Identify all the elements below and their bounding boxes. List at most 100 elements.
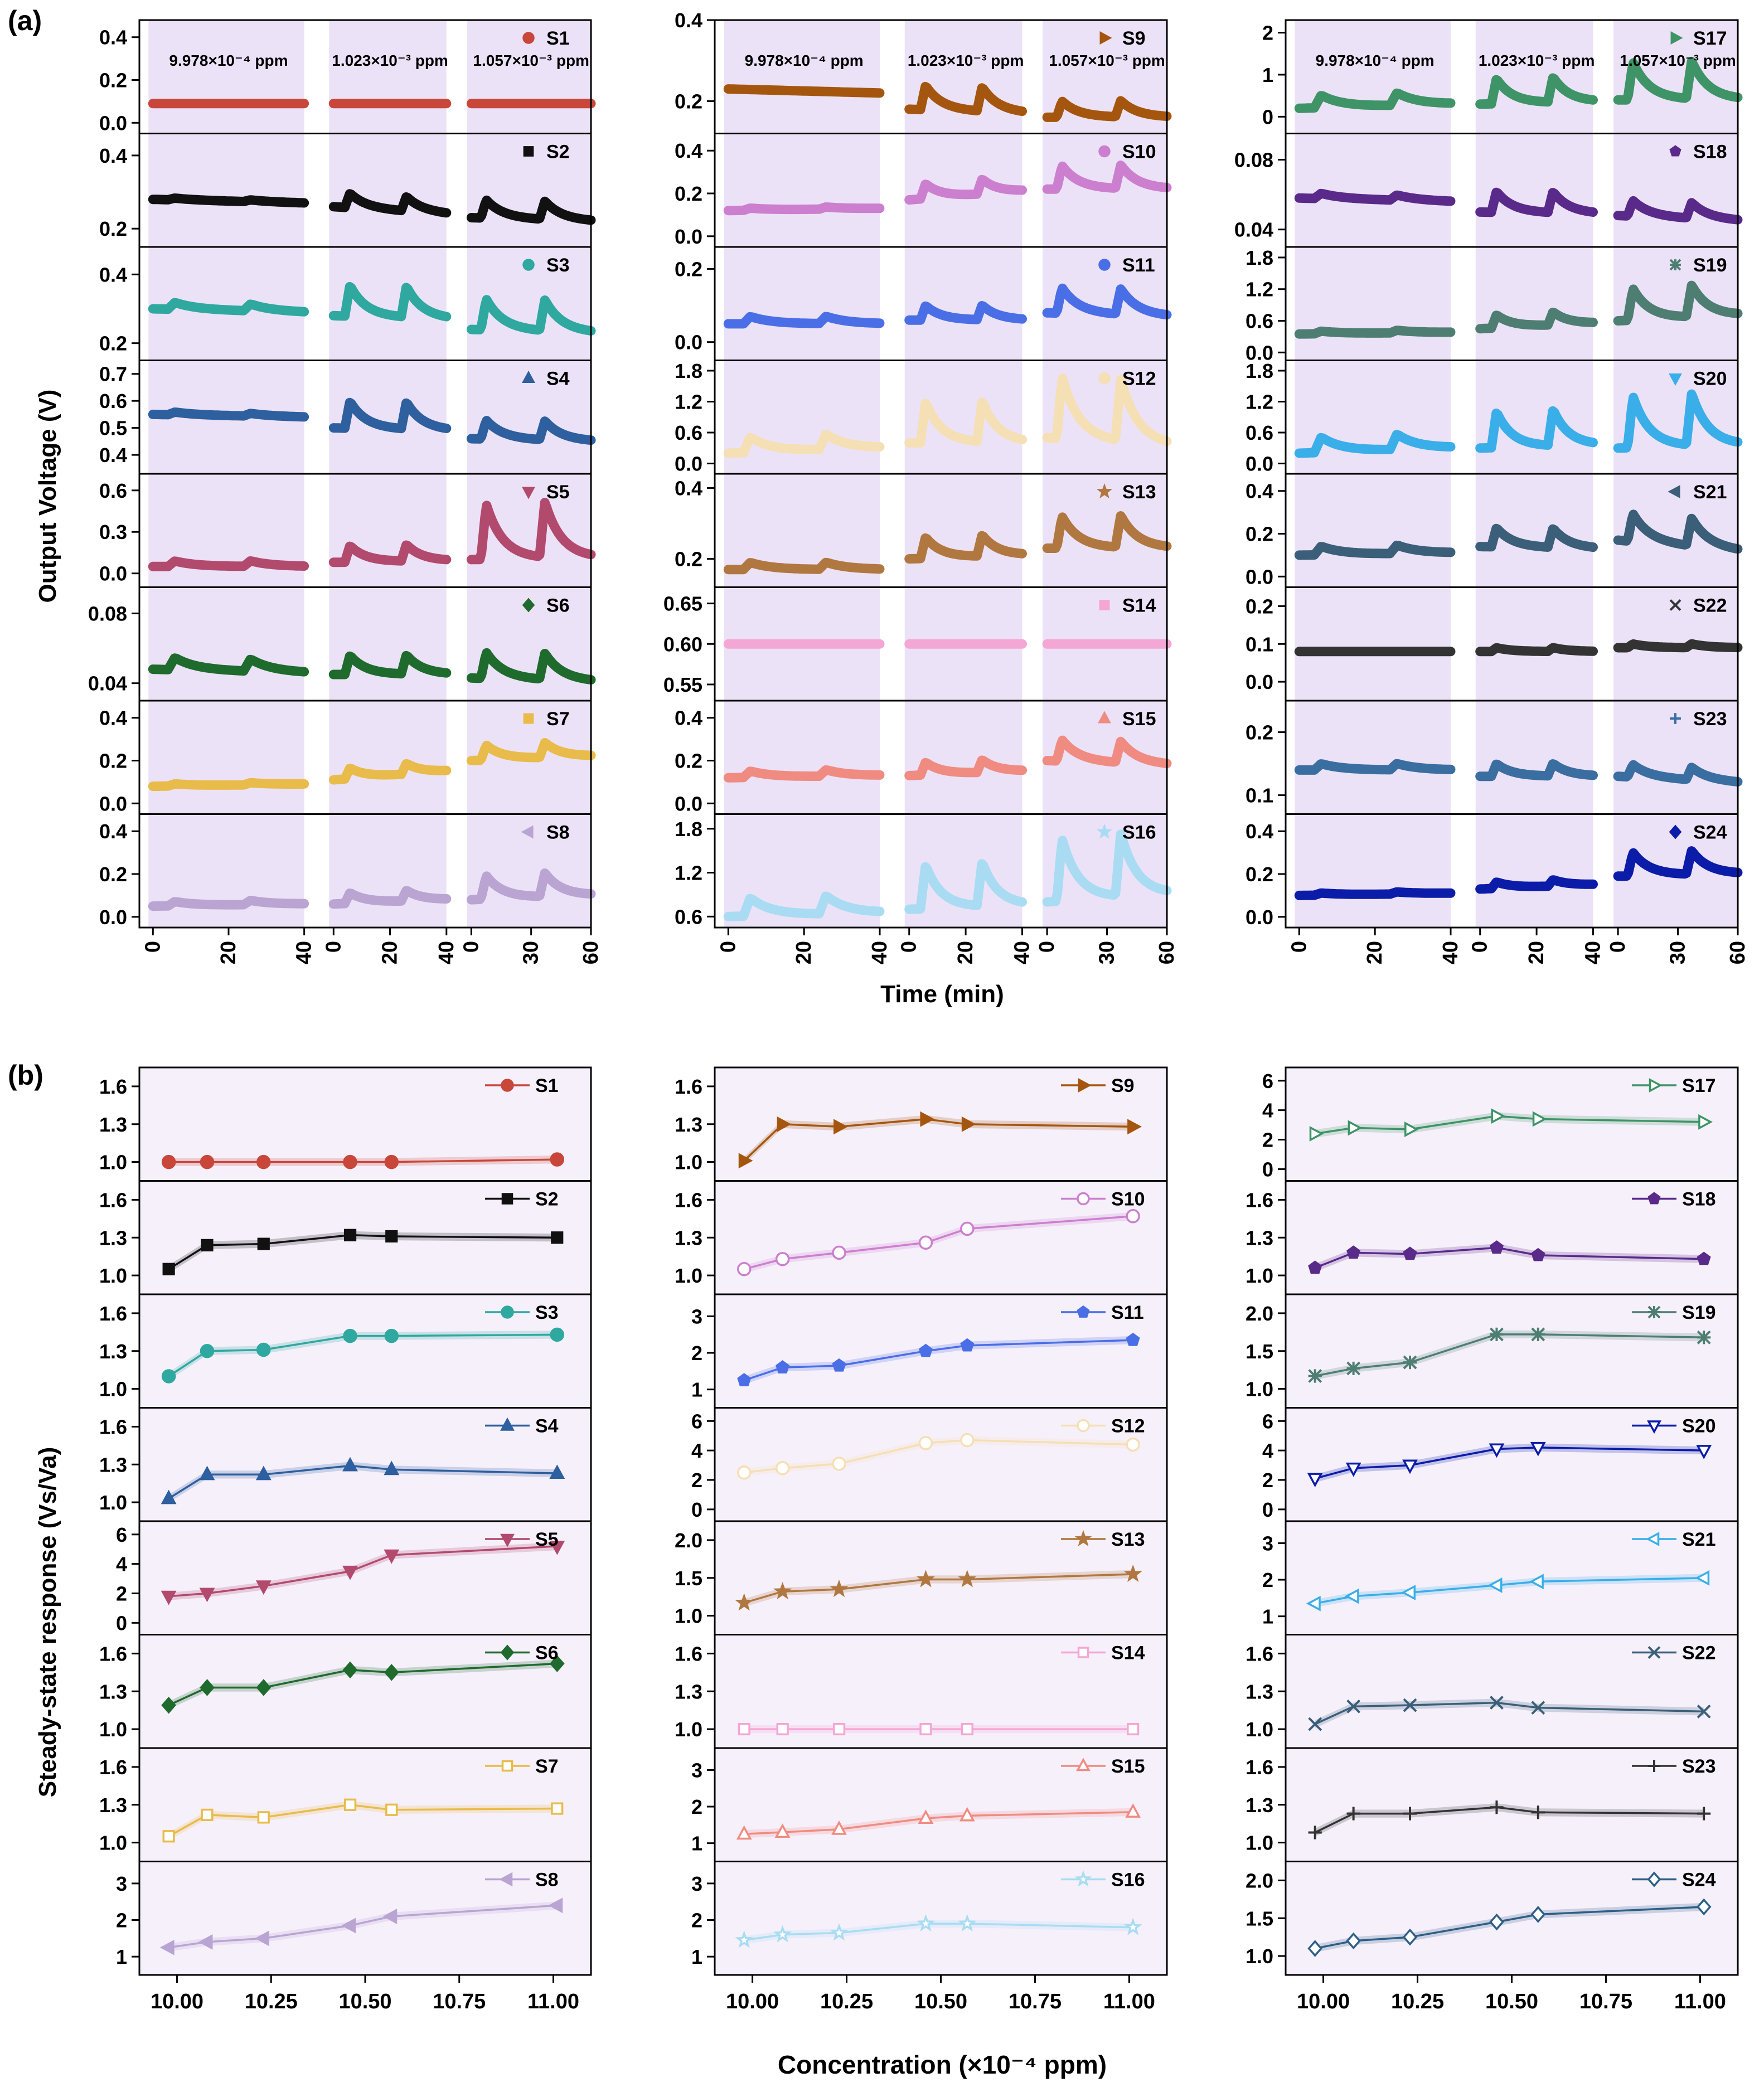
- series-line-s4: [328, 397, 452, 434]
- y-tick-label: 0.08: [1234, 148, 1273, 171]
- subplot-b-s3: 1.0 1.3 1.6 S3: [99, 1293, 592, 1409]
- legend-marker: [500, 1644, 515, 1661]
- segment-shade: [724, 360, 880, 474]
- subplot-a-s22: 0.0 0.1 0.2 S22: [1246, 586, 1743, 702]
- segment-shade: [329, 701, 447, 814]
- y-tick-label: 1.0: [675, 1264, 702, 1287]
- series-line-s19: [1315, 1333, 1704, 1377]
- segment-shade: [1295, 247, 1451, 361]
- series-line-s3: [328, 281, 452, 322]
- legend-label-s17: S17: [1682, 1075, 1716, 1096]
- x-tick-label: 40: [868, 941, 891, 964]
- y-tick-label: 1.0: [99, 1378, 127, 1401]
- data-point-s20: [1696, 1445, 1712, 1459]
- y-tick-label: 1.3: [1246, 1226, 1273, 1249]
- data-point-s16: [830, 1923, 849, 1941]
- y-tick-label: 2: [116, 1583, 127, 1605]
- y-tick-label: 0.0: [99, 562, 127, 585]
- data-point-s7: [201, 1808, 214, 1821]
- data-point-s17: [1491, 1108, 1506, 1124]
- subplot-a-s13: 0.2 0.4 S13: [675, 473, 1172, 588]
- legend-label-s12: S12: [1111, 1416, 1145, 1437]
- x-tick-label: 30: [520, 941, 543, 964]
- error-band: [1315, 1330, 1704, 1380]
- data-point-s22: [1697, 1705, 1711, 1719]
- plot-background: [1286, 1407, 1738, 1521]
- y-tick-label: 1.0: [1246, 1718, 1273, 1741]
- x-tick-label: 10.75: [1009, 1990, 1062, 2013]
- error-band: [1315, 1803, 1704, 1837]
- data-point-s2: [551, 1231, 564, 1244]
- legend-marker: [522, 487, 535, 499]
- y-tick-label: 0.2: [99, 69, 127, 92]
- legend-label-s13: S13: [1122, 482, 1156, 503]
- subplot-a-s5: 0.0 0.3 0.6 S5: [99, 473, 596, 588]
- legend-marker: [523, 146, 534, 157]
- data-point-s6: [549, 1655, 565, 1672]
- series-line-s10: [904, 174, 1027, 205]
- y-tick-label: 6: [1262, 1410, 1273, 1433]
- data-point-s3: [200, 1344, 215, 1358]
- y-tick-label: 1.3: [1246, 1680, 1273, 1703]
- segment-shade: [1295, 474, 1451, 588]
- y-tick-label: 1.2: [1246, 278, 1273, 301]
- data-point-s18: [1531, 1247, 1545, 1261]
- y-tick-label: 1: [691, 1945, 702, 1968]
- y-tick-label: 0.4: [1246, 820, 1273, 843]
- legend-label-s15: S15: [1111, 1756, 1145, 1777]
- data-point-s5: [161, 1590, 177, 1605]
- segment-shade: [904, 701, 1022, 814]
- series-line-s21: [1294, 540, 1456, 560]
- legend-marker: [501, 1079, 514, 1092]
- x-tick-label: 10.50: [338, 1990, 391, 2013]
- y-tick-label: 2: [116, 1909, 127, 1932]
- data-point-s14: [776, 1722, 789, 1736]
- y-tick-label: 0.4: [99, 444, 127, 467]
- data-point-s6: [256, 1679, 272, 1696]
- error-band: [1315, 1443, 1704, 1483]
- series-line-s11: [1042, 283, 1172, 320]
- legend-label-s23: S23: [1682, 1756, 1716, 1777]
- y-tick-label: 1.2: [675, 391, 702, 414]
- series-line-s17: [1475, 73, 1598, 109]
- legend-marker: [1669, 599, 1681, 611]
- y-tick-label: 0.0: [1246, 453, 1273, 475]
- y-tick-label: 1.6: [1246, 1188, 1273, 1211]
- y-tick-label: 4: [1262, 1099, 1273, 1122]
- data-point-s19: [1490, 1327, 1504, 1342]
- segment-shade: [148, 701, 304, 814]
- data-point-s22: [1531, 1701, 1545, 1715]
- subplot-a-s18: 0.04 0.08 S18: [1234, 133, 1743, 248]
- legend-marker: [1077, 1419, 1090, 1433]
- legend-label-s20: S20: [1693, 368, 1727, 390]
- data-point-s18: [1346, 1245, 1361, 1259]
- legend-label-s4: S4: [535, 1416, 559, 1437]
- concentration-label: 9.978×10⁻⁴ ppm: [1316, 52, 1435, 69]
- data-point-s17: [1348, 1120, 1363, 1136]
- series-line-s20: [1613, 389, 1743, 453]
- y-tick-label: 0.4: [99, 144, 127, 167]
- data-point-s13: [917, 1570, 935, 1588]
- data-point-s2: [385, 1230, 398, 1243]
- y-tick-label: 1.2: [1246, 391, 1273, 414]
- data-point-s3: [550, 1327, 564, 1342]
- plot-background: [715, 1407, 1167, 1521]
- data-point-s15: [959, 1807, 975, 1822]
- plot-background: [715, 1748, 1167, 1862]
- y-tick-label: 0.2: [675, 548, 702, 571]
- data-point-s5: [549, 1540, 565, 1555]
- data-point-s9: [777, 1116, 792, 1132]
- segment-shade: [1475, 587, 1593, 701]
- y-tick-label: 1.0: [675, 1151, 702, 1174]
- x-tick-label: 0: [459, 941, 483, 953]
- series-line-s3: [168, 1333, 558, 1377]
- y-tick-label: 3: [691, 1305, 702, 1328]
- y-tick-label: 6: [691, 1410, 702, 1433]
- y-tick-label: 0.6: [675, 905, 702, 928]
- y-tick-label: 0.0: [99, 792, 127, 815]
- legend-label-s6: S6: [535, 1643, 559, 1664]
- series-line-s7: [148, 778, 309, 792]
- series-line-s12: [723, 430, 885, 458]
- legend-marker: [501, 1760, 513, 1772]
- y-tick-label: 0.60: [663, 633, 702, 656]
